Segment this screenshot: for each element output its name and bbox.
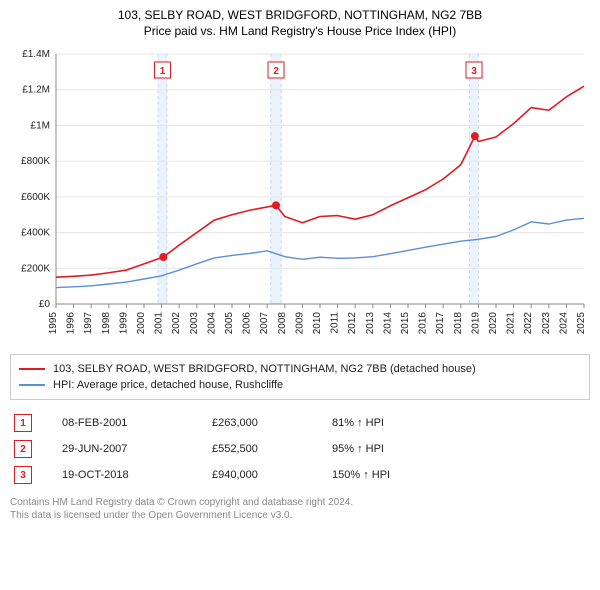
legend-swatch — [19, 368, 45, 370]
svg-text:2000: 2000 — [136, 312, 147, 335]
svg-text:2004: 2004 — [206, 312, 217, 335]
transaction-row: 3 19-OCT-2018£940,000150% ↑ HPI — [10, 462, 590, 488]
svg-text:2018: 2018 — [453, 312, 464, 335]
chart-container: 103, SELBY ROAD, WEST BRIDGFORD, NOTTING… — [0, 0, 600, 528]
svg-text:2001: 2001 — [154, 312, 165, 335]
transaction-marker: 1 — [14, 414, 32, 432]
svg-text:£1M: £1M — [31, 120, 50, 131]
svg-text:1998: 1998 — [101, 312, 112, 335]
transaction-date: 29-JUN-2007 — [62, 443, 212, 455]
svg-text:1995: 1995 — [48, 312, 59, 335]
price-chart: £0 £200K £400K £600K £800K £1M £1.2M £1.4M 1995 1… — [10, 44, 590, 344]
transaction-row: 2 29-JUN-2007£552,50095% ↑ HPI — [10, 436, 590, 462]
legend-label: HPI: Average price, detached house, Rush… — [53, 379, 283, 391]
transaction-hpi: 150% ↑ HPI — [332, 469, 390, 481]
svg-text:1: 1 — [160, 66, 166, 77]
svg-text:2019: 2019 — [470, 312, 481, 335]
svg-text:2013: 2013 — [365, 312, 376, 335]
legend-label: 103, SELBY ROAD, WEST BRIDGFORD, NOTTING… — [53, 363, 476, 375]
svg-text:2017: 2017 — [435, 312, 446, 335]
svg-text:2020: 2020 — [488, 312, 499, 335]
svg-text:£200K: £200K — [21, 263, 50, 274]
legend: 103, SELBY ROAD, WEST BRIDGFORD, NOTTING… — [10, 354, 590, 400]
svg-text:2014: 2014 — [382, 312, 393, 335]
chart-title: 103, SELBY ROAD, WEST BRIDGFORD, NOTTING… — [10, 8, 590, 22]
svg-text:2009: 2009 — [294, 312, 305, 335]
svg-text:2003: 2003 — [189, 312, 200, 335]
transaction-hpi: 81% ↑ HPI — [332, 417, 384, 429]
svg-text:2023: 2023 — [541, 312, 552, 335]
transaction-marker: 2 — [14, 440, 32, 458]
transaction-hpi: 95% ↑ HPI — [332, 443, 384, 455]
svg-text:£600K: £600K — [21, 192, 50, 203]
svg-text:2006: 2006 — [242, 312, 253, 335]
transactions-table: 1 08-FEB-2001£263,00081% ↑ HPI 2 29-JUN-200… — [10, 410, 590, 488]
svg-text:2008: 2008 — [277, 312, 288, 335]
footer-attribution: Contains HM Land Registry data © Crown c… — [10, 496, 590, 522]
svg-text:2010: 2010 — [312, 312, 323, 335]
footer-line-1: Contains HM Land Registry data © Crown c… — [10, 496, 590, 509]
svg-text:3: 3 — [471, 66, 477, 77]
legend-swatch — [19, 384, 45, 386]
transaction-row: 1 08-FEB-2001£263,00081% ↑ HPI — [10, 410, 590, 436]
transaction-price: £940,000 — [212, 469, 332, 481]
svg-text:2016: 2016 — [418, 312, 429, 335]
svg-text:2022: 2022 — [523, 312, 534, 335]
svg-text:1997: 1997 — [83, 312, 94, 335]
svg-text:2007: 2007 — [259, 312, 270, 335]
svg-text:1999: 1999 — [118, 312, 129, 335]
svg-text:£800K: £800K — [21, 156, 50, 167]
svg-text:£1.4M: £1.4M — [22, 49, 50, 60]
legend-item: 103, SELBY ROAD, WEST BRIDGFORD, NOTTING… — [19, 361, 581, 377]
transaction-marker: 3 — [14, 466, 32, 484]
svg-text:2: 2 — [273, 66, 279, 77]
transaction-price: £552,500 — [212, 443, 332, 455]
legend-item: HPI: Average price, detached house, Rush… — [19, 377, 581, 393]
footer-line-2: This data is licensed under the Open Gov… — [10, 509, 590, 522]
svg-text:£400K: £400K — [21, 228, 50, 239]
svg-text:2015: 2015 — [400, 312, 411, 335]
svg-text:2005: 2005 — [224, 312, 235, 335]
svg-text:2012: 2012 — [347, 312, 358, 335]
transaction-date: 08-FEB-2001 — [62, 417, 212, 429]
svg-text:2021: 2021 — [506, 312, 517, 335]
svg-text:2002: 2002 — [171, 312, 182, 335]
svg-text:2011: 2011 — [330, 312, 341, 334]
transaction-price: £263,000 — [212, 417, 332, 429]
svg-text:2025: 2025 — [576, 312, 587, 335]
svg-text:2024: 2024 — [558, 312, 569, 335]
transaction-date: 19-OCT-2018 — [62, 469, 212, 481]
chart-subtitle: Price paid vs. HM Land Registry's House … — [10, 24, 590, 38]
svg-text:1996: 1996 — [66, 312, 77, 335]
svg-text:£1.2M: £1.2M — [22, 85, 50, 96]
svg-text:£0: £0 — [39, 299, 51, 310]
